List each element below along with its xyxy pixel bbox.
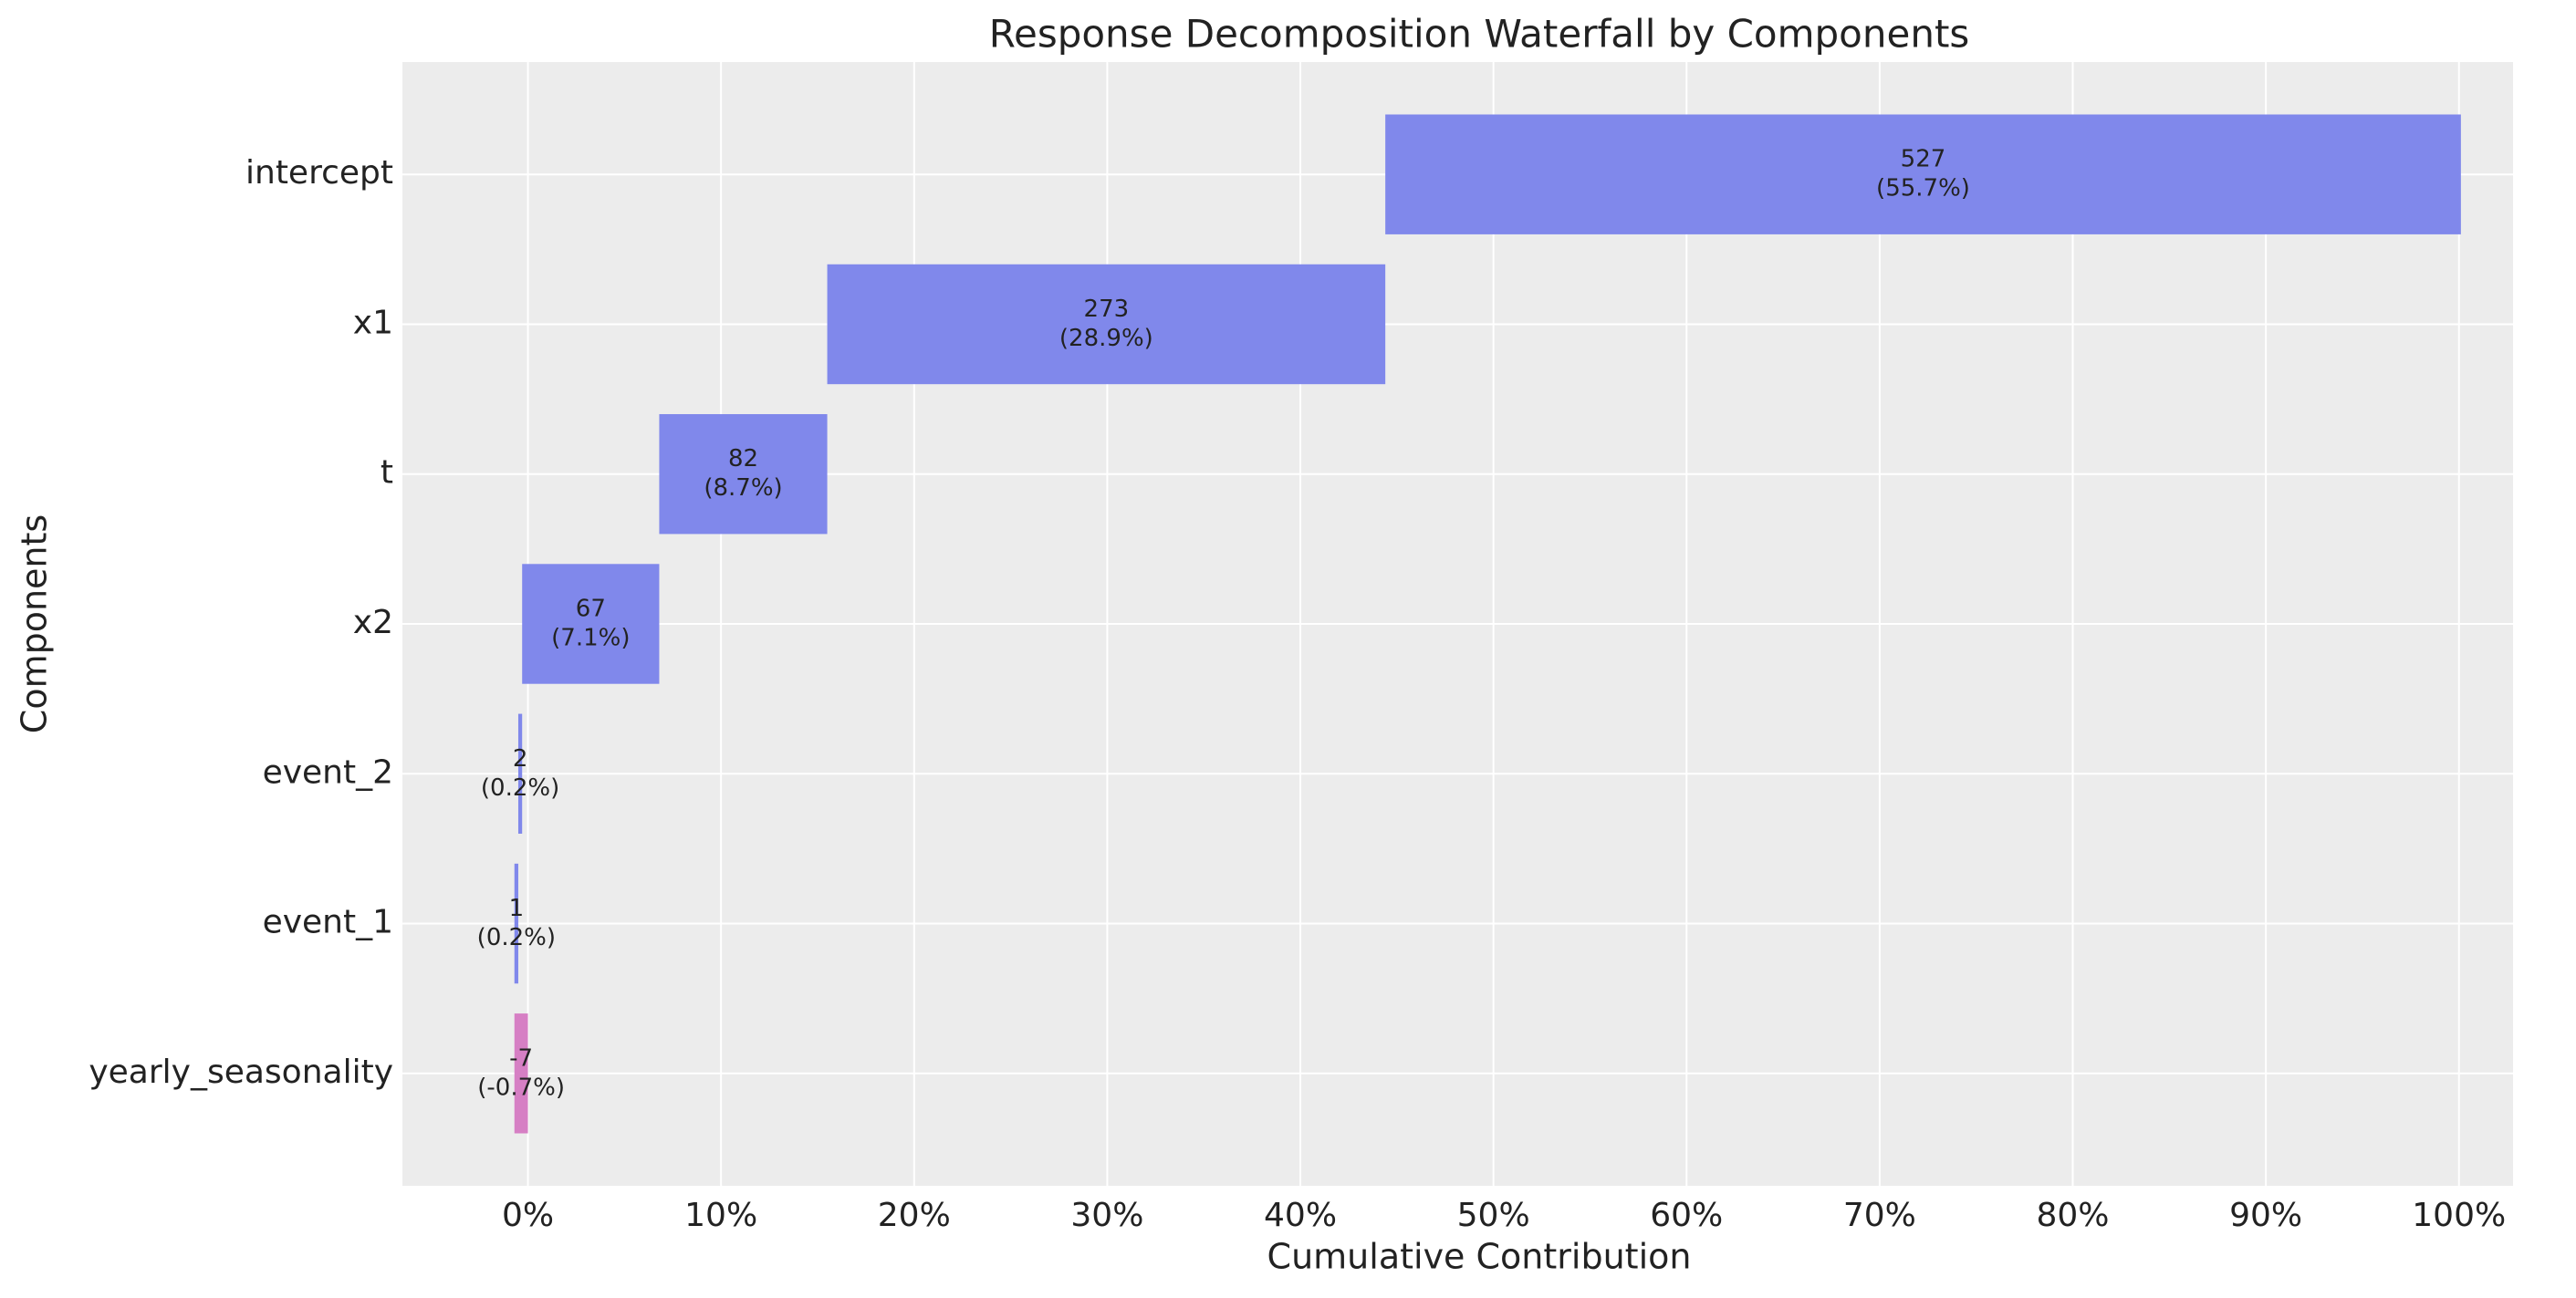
data-label: (8.7%) bbox=[704, 474, 782, 502]
y-tick-label: t bbox=[381, 454, 393, 492]
x-tick-label: 80% bbox=[2037, 1197, 2110, 1234]
x-tick-label: 30% bbox=[1070, 1197, 1143, 1234]
data-label: (-0.7%) bbox=[477, 1074, 565, 1101]
chart-title: Response Decomposition Waterfall by Comp… bbox=[989, 12, 1970, 57]
data-label: (55.7%) bbox=[1876, 175, 1970, 202]
bar bbox=[827, 264, 1386, 385]
bar bbox=[659, 414, 828, 535]
x-tick-label: 10% bbox=[684, 1197, 757, 1234]
y-tick-label: intercept bbox=[245, 154, 393, 192]
y-tick-label: x1 bbox=[353, 304, 393, 341]
data-label: (7.1%) bbox=[551, 625, 630, 652]
data-label: (0.2%) bbox=[477, 924, 556, 951]
x-axis-label: Cumulative Contribution bbox=[1267, 1237, 1692, 1277]
data-label: 82 bbox=[728, 445, 758, 472]
x-tick-label: 0% bbox=[502, 1197, 554, 1234]
x-tick-label: 90% bbox=[2229, 1197, 2302, 1234]
x-tick-label: 70% bbox=[1843, 1197, 1916, 1234]
y-axis-label: Components bbox=[15, 514, 55, 733]
data-label: (28.9%) bbox=[1059, 325, 1153, 352]
y-tick-label: x2 bbox=[353, 604, 393, 641]
data-label: 527 bbox=[1901, 146, 1946, 173]
x-tick-label: 20% bbox=[878, 1197, 951, 1234]
bar bbox=[1385, 114, 2461, 234]
x-tick-label: 40% bbox=[1264, 1197, 1337, 1234]
bar bbox=[514, 863, 518, 984]
bar bbox=[522, 564, 660, 684]
data-label: -7 bbox=[509, 1044, 533, 1072]
data-label: 273 bbox=[1084, 296, 1130, 323]
bar bbox=[517, 713, 523, 834]
data-label: 1 bbox=[509, 895, 525, 922]
data-label: 67 bbox=[576, 596, 606, 623]
y-tick-label: event_2 bbox=[263, 753, 393, 791]
data-label: 2 bbox=[513, 745, 528, 773]
bar bbox=[514, 1013, 528, 1134]
x-tick-label: 60% bbox=[1650, 1197, 1723, 1234]
data-label: (0.2%) bbox=[481, 774, 559, 802]
y-tick-label: yearly_seasonality bbox=[89, 1054, 393, 1091]
x-tick-label: 50% bbox=[1457, 1197, 1530, 1234]
y-tick-label: event_1 bbox=[263, 904, 393, 941]
x-tick-label: 100% bbox=[2412, 1197, 2506, 1234]
